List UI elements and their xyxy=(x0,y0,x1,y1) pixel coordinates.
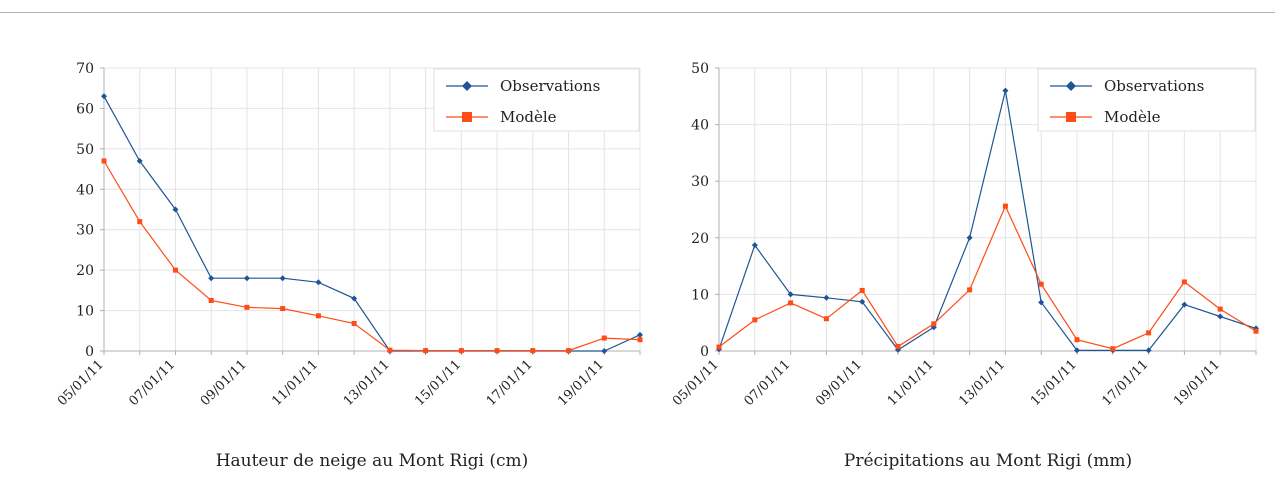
chart1-point-observations xyxy=(136,157,143,164)
chart1-y-tick-label: 30 xyxy=(76,223,94,239)
chart2-point-modele xyxy=(1181,279,1187,285)
chart2-point-observations xyxy=(823,294,830,301)
chart1-point-modele xyxy=(244,304,250,310)
chart2-x-tick-label: 09/01/11 xyxy=(813,357,865,409)
chart1-point-observations xyxy=(601,348,608,354)
chart2-point-modele xyxy=(1002,203,1008,209)
chart1-legend-marker-modele xyxy=(462,112,472,122)
chart2-point-modele xyxy=(895,343,901,349)
chart1-point-observations xyxy=(279,275,286,282)
chart1-point-modele xyxy=(351,321,357,327)
chart1-series-line-modele xyxy=(103,160,641,352)
chart2-point-modele xyxy=(1074,337,1080,343)
chart1-point-observations xyxy=(351,295,358,302)
chart2-point-modele xyxy=(823,316,829,322)
chart1-x-tick-label: 07/01/11 xyxy=(126,357,178,409)
chart2-point-observations xyxy=(1145,347,1152,354)
chart2-point-modele xyxy=(788,300,794,306)
chart2-point-modele xyxy=(1146,330,1152,336)
chart2-x-tick-label: 13/01/11 xyxy=(956,357,1008,409)
chart1-point-modele xyxy=(387,347,393,353)
chart2-point-modele xyxy=(1038,281,1044,287)
chart1-y-tick-label: 0 xyxy=(85,344,94,360)
chart2-point-observations xyxy=(751,242,758,249)
chart2-point-modele xyxy=(752,317,758,323)
chart1-point-modele xyxy=(137,219,143,225)
chart1-x-tick-label: 11/01/11 xyxy=(269,357,321,409)
chart1-point-modele xyxy=(530,348,536,354)
chart1-y-tick-label: 10 xyxy=(76,304,94,320)
chart2-x-tick-label: 11/01/11 xyxy=(885,357,937,409)
chart2-legend-marker-modele xyxy=(1066,112,1076,122)
chart1-x-tick-label: 13/01/11 xyxy=(341,357,393,409)
chart1-x-tick-label: 19/01/11 xyxy=(555,357,607,409)
chart1-point-modele xyxy=(494,348,500,354)
chart2-point-modele xyxy=(967,287,973,293)
chart1-legend-marker-observations xyxy=(462,81,472,91)
chart2-point-observations xyxy=(1038,299,1045,306)
chart1-point-modele xyxy=(423,348,429,354)
chart2-x-tick-label: 07/01/11 xyxy=(742,357,794,409)
chart2-y-tick-label: 40 xyxy=(691,118,709,134)
chart2-caption: Précipitations au Mont Rigi (mm) xyxy=(844,451,1132,471)
chart1-point-observations xyxy=(637,331,643,338)
chart2-point-observations xyxy=(787,291,794,298)
chart1-legend-label-observations: Observations xyxy=(500,77,600,95)
chart1-point-modele xyxy=(458,348,464,354)
top-rule xyxy=(0,12,1275,13)
chart1-x-tick-label: 15/01/11 xyxy=(412,357,464,409)
chart1-point-modele xyxy=(637,337,643,343)
chart1-y-tick-label: 60 xyxy=(76,101,94,117)
chart2-point-observations xyxy=(1217,313,1224,320)
chart2-series-line-observations xyxy=(718,90,1257,351)
chart1-point-modele xyxy=(601,335,607,341)
chart2-x-tick-label: 15/01/11 xyxy=(1028,357,1080,409)
chart2-x-tick-label: 17/01/11 xyxy=(1100,357,1152,409)
chart2-legend-label-observations: Observations xyxy=(1104,77,1204,95)
chart2-point-modele xyxy=(1217,306,1223,312)
chart2-point-observations xyxy=(859,298,866,305)
chart1-point-modele xyxy=(101,158,107,164)
chart1-y-tick-label: 50 xyxy=(76,142,94,158)
chart1-point-observations xyxy=(315,279,322,286)
chart2-series-line-modele xyxy=(718,204,1257,350)
chart2-legend-marker-observations xyxy=(1066,81,1076,91)
chart1-point-observations xyxy=(243,275,250,282)
chart1-point-modele xyxy=(172,267,178,273)
chart2-x-tick-label: 05/01/11 xyxy=(670,357,722,409)
chart2-point-modele xyxy=(716,344,722,350)
chart1-x-tick-label: 09/01/11 xyxy=(198,357,250,409)
chart2-y-tick-label: 30 xyxy=(691,174,709,190)
chart1-series-line-observations xyxy=(103,96,641,352)
chart2-y-tick-label: 50 xyxy=(691,61,709,77)
chart2-y-tick-label: 20 xyxy=(691,231,709,247)
chart2-x-tick-label: 19/01/11 xyxy=(1171,357,1223,409)
chart1-y-tick-label: 40 xyxy=(76,182,94,198)
chart2-y-tick-label: 10 xyxy=(691,287,709,303)
chart1-point-modele xyxy=(208,297,214,303)
chart1-point-observations xyxy=(172,206,179,213)
chart2-y-tick-label: 0 xyxy=(700,344,709,360)
chart2-point-observations xyxy=(966,234,973,241)
chart1-point-observations xyxy=(208,275,215,282)
chart1-x-tick-label: 05/01/11 xyxy=(55,357,107,409)
chart1-caption: Hauteur de neige au Mont Rigi (cm) xyxy=(216,451,529,471)
chart1-y-tick-label: 20 xyxy=(76,263,94,279)
chart2-legend-label-modele: Modèle xyxy=(1104,108,1161,126)
chart2-point-modele xyxy=(859,287,865,293)
chart2-point-modele xyxy=(1253,328,1259,334)
chart1-point-modele xyxy=(566,348,572,354)
chart2-point-observations xyxy=(1181,301,1188,308)
chart1-point-observations xyxy=(101,93,107,100)
chart2-point-modele xyxy=(931,321,937,327)
chart1-x-tick-label: 17/01/11 xyxy=(484,357,536,409)
chart1-y-tick-label: 70 xyxy=(76,61,94,77)
chart2-point-observations xyxy=(1002,87,1009,94)
chart1-point-modele xyxy=(280,306,286,312)
chart2-point-observations xyxy=(1074,347,1080,354)
chart2-point-modele xyxy=(1110,346,1116,352)
chart1-point-modele xyxy=(315,313,321,319)
chart1-legend-label-modele: Modèle xyxy=(500,108,557,126)
